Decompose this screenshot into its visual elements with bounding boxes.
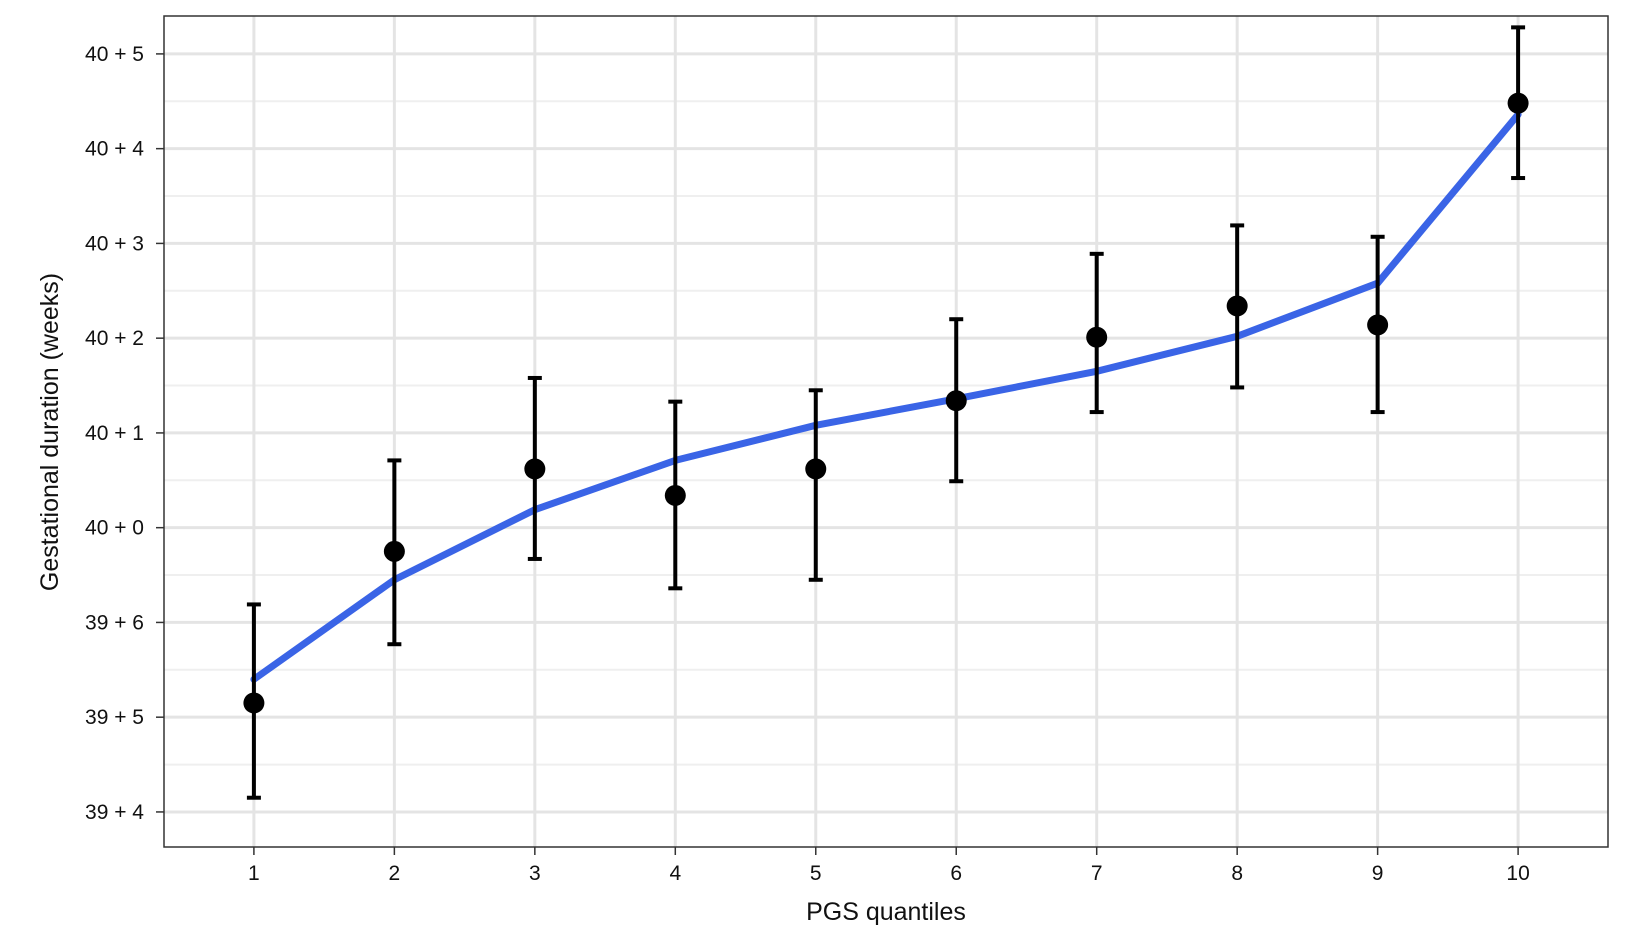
- x-axis: 1 2 3 4 5 6 7 8 9 10: [248, 847, 1530, 885]
- x-tick-label: 2: [389, 862, 401, 885]
- x-tick-label: 1: [248, 862, 260, 885]
- trend-line: [250, 111, 1522, 683]
- plot-border: [163, 15, 1609, 848]
- data-point: [945, 390, 967, 412]
- data-point: [1086, 326, 1108, 348]
- data-point: [1226, 295, 1248, 317]
- grid-major-lines: [164, 16, 1608, 847]
- y-tick-label: 40 + 2: [85, 327, 144, 350]
- x-tick-label: 10: [1506, 862, 1529, 885]
- data-points: [243, 92, 1529, 714]
- y-tick-label: 40 + 3: [85, 232, 144, 255]
- y-axis-title: Gestational duration (weeks): [36, 273, 64, 591]
- data-point: [805, 458, 827, 480]
- x-tick-label: 6: [950, 862, 962, 885]
- data-point: [524, 458, 546, 480]
- data-point: [1507, 92, 1529, 114]
- x-tick-label: 3: [529, 862, 541, 885]
- x-axis-title: PGS quantiles: [806, 898, 966, 926]
- y-axis: 39 + 4 39 + 5 39 + 6 40 + 0 40 + 1 40 + 2 40 +…: [85, 43, 164, 824]
- y-tick-label: 40 + 1: [85, 422, 144, 445]
- data-point: [383, 540, 405, 562]
- trend-line-path: [250, 111, 1522, 683]
- y-tick-label: 40 + 0: [85, 517, 144, 540]
- data-point: [664, 484, 686, 506]
- y-tick-label: 39 + 6: [85, 611, 144, 634]
- data-point: [243, 692, 265, 714]
- y-tick-label: 39 + 5: [85, 706, 144, 729]
- x-tick-label: 9: [1372, 862, 1384, 885]
- plot-frame: [163, 15, 1609, 848]
- error-bars: [246, 25, 1526, 800]
- y-tick-label: 39 + 4: [85, 801, 144, 824]
- y-tick-label: 40 + 5: [85, 43, 144, 66]
- y-tick-label: 40 + 4: [85, 138, 144, 161]
- data-point: [1367, 314, 1389, 336]
- x-tick-label: 8: [1231, 862, 1243, 885]
- x-tick-label: 7: [1091, 862, 1103, 885]
- x-tick-label: 4: [669, 862, 681, 885]
- x-tick-label: 5: [810, 862, 822, 885]
